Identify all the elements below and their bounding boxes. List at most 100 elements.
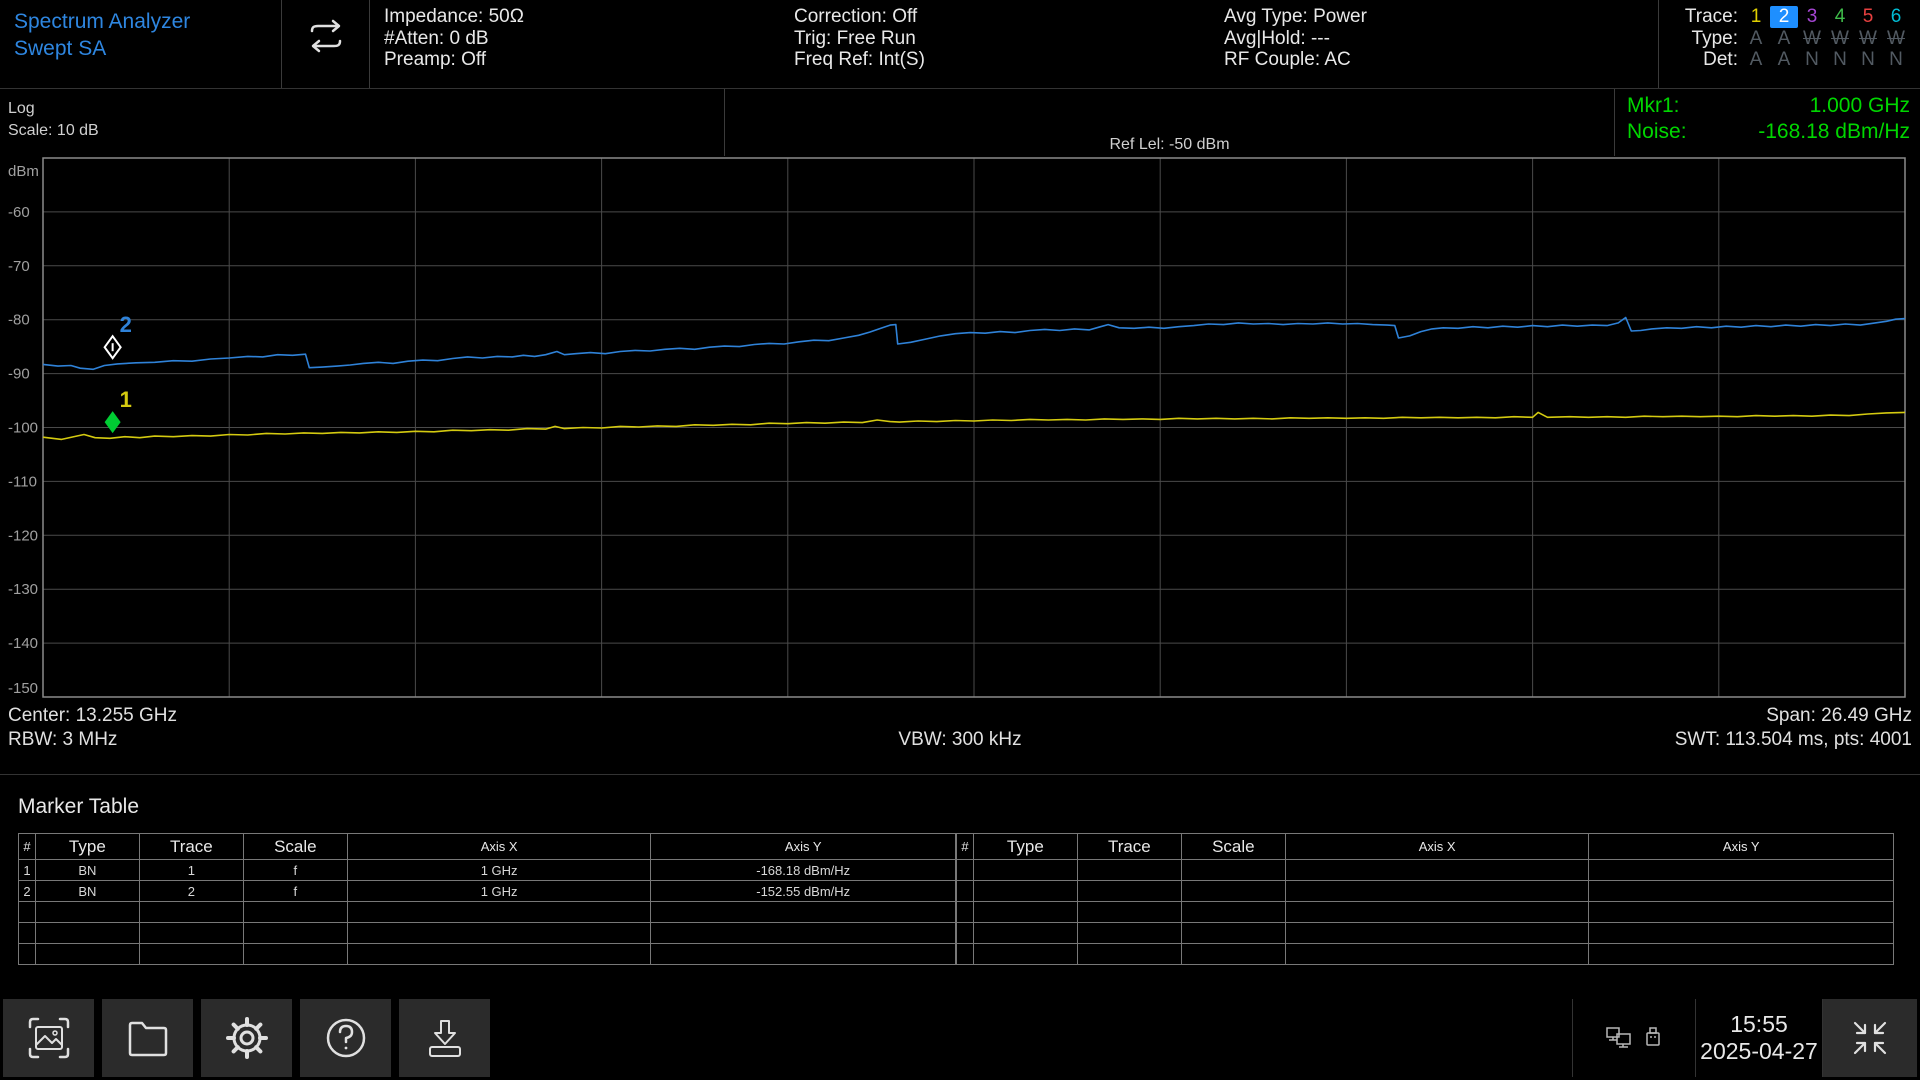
marker-table-cell: 1 [138,859,244,881]
marker-table-cell [956,901,974,923]
measurement-bar: Log Scale: 10 dB Ref Lel: -50 dBm Mkr1: … [0,89,1920,156]
trace-3-selector[interactable]: 3 [1806,6,1818,27]
marker-table-cell: -152.55 dBm/Hz [650,880,956,902]
freq-ref-value: Freq Ref: Int(S) [794,49,925,70]
vbw-value: VBW: 300 kHz [898,729,1022,750]
input-settings-column[interactable]: Impedance: 50Ω #Atten: 0 dB Preamp: Off [370,0,780,88]
freq-annotations[interactable]: Center: 13.255 GHz RBW: 3 MHz [8,704,643,774]
marker-table-cell [1180,880,1286,902]
marker-table-header: Trace [138,833,244,860]
trace-4-detector: N [1833,49,1847,70]
marker-table-row: 2 BN 2 f 1 GHz -152.55 dBm/Hz [18,880,956,902]
marker-table-cell [1588,880,1894,902]
marker-table-cell [1284,859,1590,881]
marker-table-cell: 2 [138,880,244,902]
y-axis-unit: dBm [8,163,39,180]
impedance-value: Impedance: 50Ω [384,6,524,27]
noise-readout-label: Noise: [1627,120,1687,143]
trace-1-detector: A [1749,49,1763,70]
app-title[interactable]: Spectrum Analyzer Swept SA [0,0,282,88]
ref-level-block[interactable]: Ref Lel: -50 dBm [725,89,1615,156]
screenshot-button[interactable] [3,998,94,1077]
marker-table-cell [1180,901,1286,923]
folder-icon [128,1021,167,1056]
marker-table-header: Scale [1180,833,1286,860]
marker-table-cell [1588,922,1894,944]
settings-button[interactable] [201,998,292,1077]
marker-table-cell [18,901,36,923]
vbw-annotation[interactable]: VBW: 300 kHz [643,704,1278,774]
trace-2-selector[interactable]: 2 [1770,6,1798,28]
sweep-annotation-bar: Center: 13.255 GHz RBW: 3 MHz VBW: 300 k… [0,700,1920,775]
trace-3-detector: N [1805,49,1819,70]
marker-table-cell [138,901,244,923]
marker-table-cell [956,859,974,881]
marker-table-cell [242,943,348,965]
span-annotations[interactable]: Span: 26.49 GHz SWT: 113.504 ms, pts: 40… [1277,704,1912,774]
help-icon [326,1018,365,1057]
save-button[interactable] [399,998,490,1077]
help-button[interactable] [300,998,391,1077]
collapse-view-button[interactable] [1823,998,1917,1077]
trace-4-selector[interactable]: 4 [1834,6,1846,27]
marker-table-header: Axis Y [1588,833,1894,860]
marker-table-cell [1180,859,1286,881]
trace-2-type: A [1777,27,1791,49]
avg-type-value: Avg Type: Power [1224,6,1367,27]
marker-table-cell: 2 [18,880,36,902]
trace-5-detector: N [1861,49,1875,70]
marker-table-cell [956,943,974,965]
marker-table-cell: 1 GHz [346,880,652,902]
taskbar-divider [1695,998,1696,1077]
marker-2-diamond[interactable] [103,334,122,360]
marker-table-cell [1076,901,1182,923]
marker-table-cell [1180,943,1286,965]
file-explorer-button[interactable] [102,998,193,1077]
span-value: Span: 26.49 GHz [1766,705,1912,726]
trace-5-selector[interactable]: 5 [1862,6,1874,27]
marker-table-cell [1076,922,1182,944]
trigger-settings-column[interactable]: Correction: Off Trig: Free Run Freq Ref:… [780,0,1210,88]
marker-table-cell: 1 [18,859,36,881]
marker-readout-value: 1.000 GHz [1809,94,1910,117]
marker-table-header: Axis X [1284,833,1590,860]
trace-5-type: W [1859,27,1877,49]
trace-1-yellow-polyline [42,411,1906,441]
averaging-settings-column[interactable]: Avg Type: Power Avg|Hold: --- RF Couple:… [1210,0,1568,88]
marker-2-label: 2 [120,312,132,337]
y-axis-label: -150 [8,680,38,697]
trace-6-selector[interactable]: 6 [1890,6,1902,27]
marker-1-diamond[interactable] [104,411,121,434]
status-icons [1573,1025,1695,1051]
marker-table-header: # [956,833,974,860]
plot-border [42,157,1906,698]
date-value: 2025-04-27 [1700,1037,1818,1064]
continuous-sweep-button[interactable] [282,0,370,88]
marker-table-row [956,880,1894,902]
marker-table-cell: BN [34,859,140,881]
settings-gear-icon [225,1016,268,1059]
marker-table-cell: BN [34,880,140,902]
marker-table-cell [956,880,974,902]
spectrum-graticule[interactable]: dBm -60 -70 -80 -90 -100 -110 -120 -130 -140 -150 1… [0,156,1920,700]
marker-readout-block[interactable]: Mkr1: 1.000 GHz Noise: -168.18 dBm/Hz [1615,89,1920,156]
save-icon [428,1019,461,1057]
preamp-value: Preamp: Off [384,49,487,70]
marker-table-cell [1588,901,1894,923]
marker-table-row [956,943,1894,965]
marker-table-right: # Type Trace Scale Axis X Axis Y [956,833,1894,965]
amplitude-scale-block[interactable]: Log Scale: 10 dB [0,89,725,156]
marker-table-cell [972,943,1078,965]
marker-table-cell [346,922,652,944]
marker-table-cell [972,859,1078,881]
type-row-label: Type: [1691,27,1738,49]
collapse-arrows-icon [1853,1021,1887,1054]
marker-table-title: Marker Table [18,795,139,818]
trace-1-selector[interactable]: 1 [1750,6,1762,27]
marker-table-row [956,859,1894,881]
y-axis-label: -140 [8,635,38,652]
